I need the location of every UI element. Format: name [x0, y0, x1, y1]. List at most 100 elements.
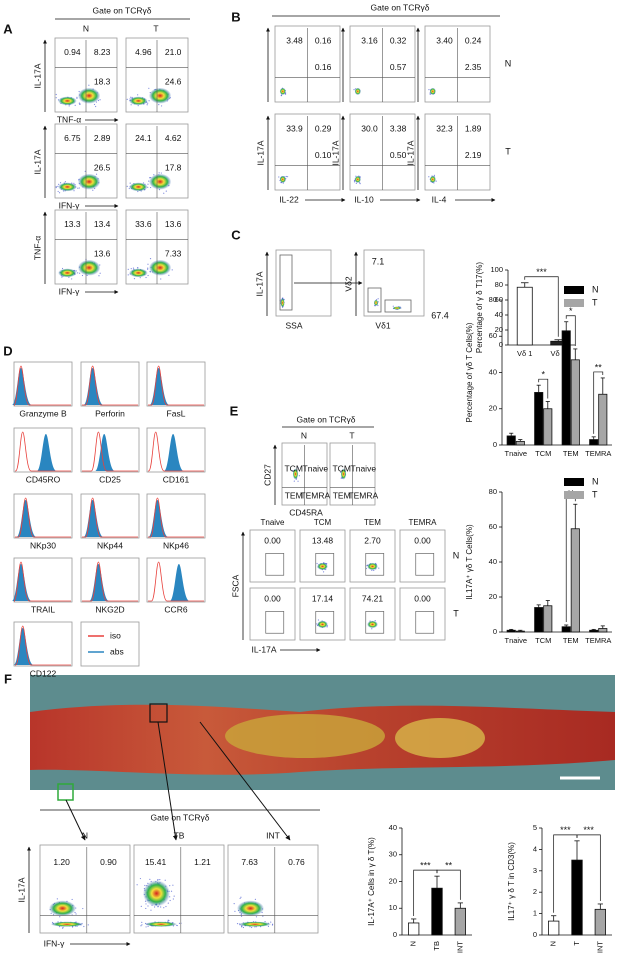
- flow-dot: [278, 176, 280, 178]
- flow-dot: [233, 903, 235, 905]
- flow-dot: [148, 100, 150, 102]
- flow-dot: [160, 278, 162, 280]
- density-core: [367, 620, 378, 629]
- histogram-iso: [148, 431, 204, 472]
- significance-label: ***: [420, 861, 431, 871]
- flow-dot: [147, 263, 149, 265]
- flow-dot: [297, 480, 299, 482]
- bar: [506, 629, 516, 633]
- column-label: N: [83, 23, 89, 33]
- flow-dot: [171, 269, 173, 271]
- flow-dot: [240, 896, 242, 898]
- flow-dot: [68, 105, 70, 107]
- gate-value: 1.21: [194, 857, 211, 867]
- flow-dot: [159, 879, 161, 881]
- gate-value: 8.23: [94, 47, 111, 57]
- histogram-iso: [82, 561, 138, 602]
- y-axis-label: IL-17A⁺ Cells in γ δ T(%): [367, 837, 376, 926]
- legend-swatch: [564, 299, 584, 307]
- gate-value: 17.8: [165, 163, 182, 173]
- x-tick-label: Vδ 2: [551, 349, 566, 358]
- flow-dot: [55, 186, 57, 188]
- tumor: [225, 714, 385, 758]
- flow-dot: [285, 175, 287, 178]
- flow-dot: [167, 920, 169, 922]
- density-core: [279, 87, 286, 96]
- legend-label: abs: [110, 646, 124, 656]
- bar: [570, 528, 580, 633]
- bar: [543, 605, 553, 633]
- density-core: [58, 182, 77, 192]
- flow-dot: [145, 907, 147, 910]
- column-label: TEM: [364, 518, 381, 527]
- bar: [516, 286, 533, 346]
- arrow: [65, 799, 86, 841]
- histogram-abs: [148, 434, 204, 471]
- flow-dot: [373, 569, 375, 572]
- histogram-abs: [11, 368, 72, 405]
- gate-value: 13.4: [94, 219, 111, 229]
- y-tick-label: 20: [389, 876, 397, 885]
- axis-label: Vδ2: [343, 276, 353, 291]
- legend-label: iso: [110, 630, 121, 640]
- error-bar: [564, 321, 569, 331]
- flow-dot: [392, 305, 394, 307]
- photo: [30, 675, 615, 841]
- density-core: [129, 182, 148, 192]
- flow-dot: [55, 186, 57, 189]
- flow-dot: [359, 183, 361, 185]
- gate-value: 13.3: [64, 219, 81, 229]
- flow-dot: [51, 921, 54, 924]
- column-label: T: [349, 430, 354, 440]
- flow-dot: [61, 276, 63, 278]
- flow-dot: [61, 267, 64, 270]
- error-bar: [411, 918, 417, 923]
- flow-dot: [73, 190, 75, 192]
- flow-plot: [349, 529, 396, 583]
- flow-dot: [130, 104, 132, 106]
- gate-value: 3.48: [286, 35, 303, 45]
- marker-label: FasL: [167, 408, 186, 418]
- x-tick-label: TEM: [563, 636, 579, 645]
- histogram-abs: [15, 500, 71, 537]
- flow-dot: [270, 921, 272, 923]
- flow-dot: [147, 102, 149, 104]
- gate-value: 74.21: [362, 594, 384, 604]
- bar: [570, 359, 580, 446]
- x-tick-label: Tnaive: [504, 636, 527, 645]
- significance-bracket: [524, 276, 559, 337]
- y-tick-label: 40: [489, 557, 497, 566]
- marker-label: Granzyme B: [19, 408, 67, 418]
- flow-dot: [255, 916, 258, 918]
- y-tick-label: 20: [495, 325, 503, 334]
- gate-value: 0.29: [315, 123, 332, 133]
- error-bar: [518, 629, 523, 632]
- x-tick-label: TCM: [535, 636, 551, 645]
- histogram-iso: [15, 497, 71, 538]
- flow-dot: [130, 96, 132, 98]
- histogram-frame: [80, 557, 140, 603]
- error-bar: [551, 915, 557, 922]
- y-tick-label: 40: [495, 310, 503, 319]
- row-label: N: [505, 58, 512, 68]
- row-label: N: [453, 550, 460, 560]
- flow-dot: [293, 480, 295, 482]
- flow-dot: [428, 176, 430, 178]
- legend-swatch: [564, 491, 584, 499]
- gate-value: 18.3: [94, 77, 111, 87]
- flow-dot: [145, 903, 147, 905]
- flow-dot: [317, 619, 320, 621]
- flow-dot: [163, 192, 165, 194]
- legend-frame: [80, 621, 140, 667]
- flow-dot: [139, 877, 142, 880]
- gate-value: 3.40: [436, 35, 453, 45]
- gate-value: 0.00: [264, 536, 281, 546]
- significance-label: ***: [560, 825, 571, 835]
- error-bar: [591, 628, 596, 631]
- flow-dot: [98, 275, 100, 277]
- flow-dot: [129, 182, 131, 184]
- gate-value: 24.1: [135, 133, 152, 143]
- flow-dot: [158, 172, 160, 174]
- histogram-iso: [13, 561, 71, 602]
- flow-dot: [148, 87, 150, 89]
